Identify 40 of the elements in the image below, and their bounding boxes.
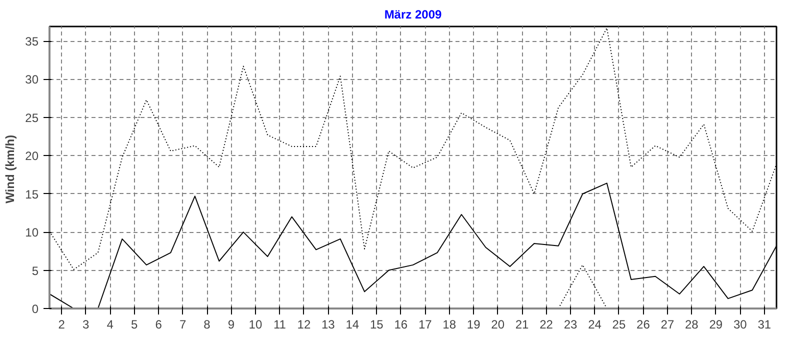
- x-tick-label: 27: [660, 318, 674, 332]
- y-tick-label: 0: [32, 302, 39, 316]
- y-axis-title: Wind (km/h): [3, 134, 18, 204]
- x-tick-label: 15: [370, 318, 384, 332]
- x-tick-label: 13: [322, 318, 336, 332]
- x-tick-label: 2: [58, 318, 66, 332]
- x-tick-label: 10: [248, 318, 262, 332]
- x-tick-label: 14: [346, 318, 360, 332]
- y-tick-label: 10: [25, 226, 39, 240]
- x-tick-label: 22: [540, 318, 554, 332]
- x-tick-label: 6: [155, 318, 162, 332]
- x-tick-label: 30: [733, 318, 748, 332]
- x-tick-label: 12: [297, 318, 311, 332]
- y-tick-label: 30: [25, 72, 39, 87]
- x-tick-label: 29: [709, 318, 723, 332]
- x-tick-label: 20: [491, 318, 505, 332]
- chart-title: März 2009: [384, 8, 442, 22]
- x-tick-label: 23: [564, 318, 578, 332]
- x-tick-label: 11: [273, 318, 286, 332]
- y-tick-label: 15: [25, 187, 39, 202]
- x-tick-label: 16: [394, 318, 408, 332]
- x-tick-label: 17: [418, 318, 432, 332]
- x-tick-label: 5: [130, 318, 138, 332]
- x-tick-label: 4: [106, 318, 114, 332]
- x-tick-label: 28: [685, 318, 699, 332]
- x-tick-label: 18: [442, 318, 456, 332]
- x-tick-label: 19: [466, 318, 481, 332]
- x-tick-label: 24: [588, 318, 602, 332]
- y-tick-label: 5: [32, 264, 39, 278]
- x-tick-label: 7: [179, 318, 186, 332]
- x-tick-label: 31: [758, 318, 772, 332]
- x-tick-label: 9: [228, 318, 235, 332]
- y-tick-label: 25: [25, 110, 39, 125]
- x-tick-label: 8: [204, 318, 211, 332]
- x-tick-label: 21: [515, 318, 530, 332]
- x-tick-label: 25: [612, 318, 626, 332]
- y-tick-label: 20: [25, 149, 39, 164]
- y-tick-label: 35: [25, 34, 39, 49]
- x-tick-label: 26: [636, 318, 650, 332]
- x-tick-label: 3: [82, 318, 90, 332]
